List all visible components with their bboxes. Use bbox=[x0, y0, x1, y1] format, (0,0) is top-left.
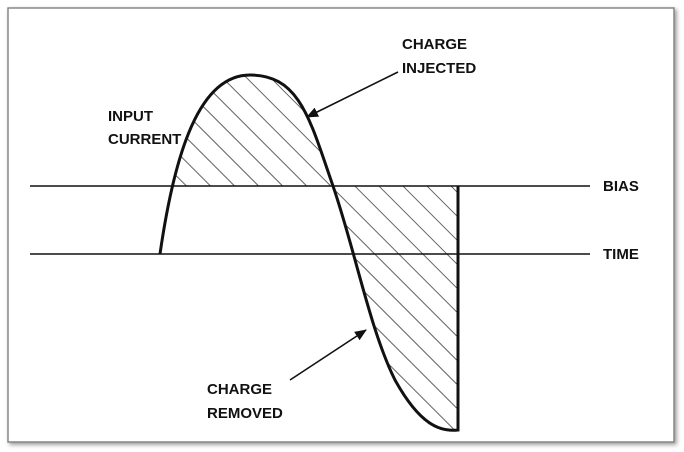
label: TIME bbox=[603, 246, 639, 263]
label: CHARGE bbox=[207, 381, 272, 398]
label: CURRENT bbox=[108, 131, 181, 148]
frame bbox=[7, 7, 675, 443]
label: INJECTED bbox=[402, 60, 476, 77]
label: INPUT bbox=[108, 108, 153, 125]
label: CHARGE bbox=[402, 36, 467, 53]
arrow bbox=[289, 329, 367, 381]
label: BIAS bbox=[603, 178, 639, 195]
label: REMOVED bbox=[207, 405, 283, 422]
arrow bbox=[306, 71, 399, 118]
input-current-curve bbox=[158, 73, 460, 432]
